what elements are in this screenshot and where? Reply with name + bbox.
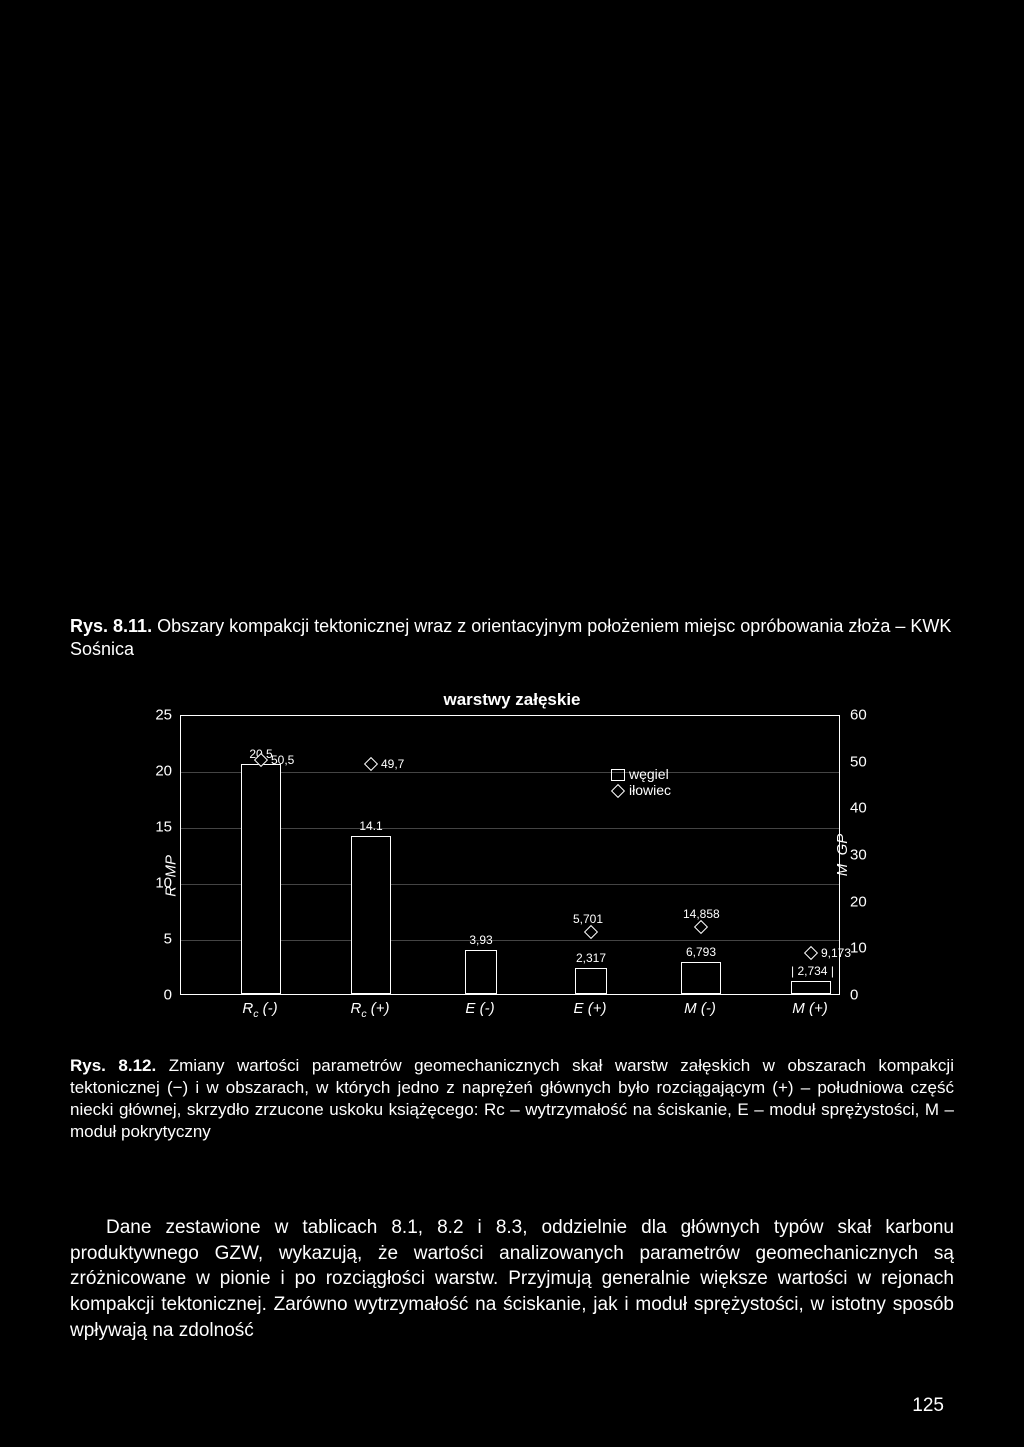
bar-value-label: 6,793 [681, 945, 721, 959]
y-tick-left: 20 [142, 763, 172, 780]
chart-title: warstwy załęskie [120, 690, 904, 710]
legend-item: węgiel [611, 766, 671, 782]
x-tick-label: E (+) [574, 1000, 607, 1017]
caption-label: Rys. 8.12. [70, 1056, 156, 1075]
y-tick-left: 0 [142, 987, 172, 1004]
page-number: 125 [912, 1395, 944, 1417]
bar [241, 764, 281, 994]
legend-item: iłowiec [611, 782, 671, 798]
y-axis-right-label: M GP [834, 834, 851, 877]
bar-value-label: 3,93 [461, 933, 501, 947]
figure-caption-8-11: Rys. 8.11. Obszary kompakcji tektoniczne… [70, 615, 954, 662]
y-tick-left: 10 [142, 875, 172, 892]
chart-plot-area: R MP M GP 20,514.13,932,3176,793| 2,734 … [180, 715, 840, 995]
diamond-value-label: 50,5 [271, 753, 294, 767]
square-icon [611, 769, 625, 781]
diamond-value-label: 14,858 [683, 907, 720, 921]
bar-value-label: 2,317 [571, 951, 611, 965]
y-tick-right: 0 [850, 987, 880, 1004]
legend-label: iłowiec [629, 782, 671, 798]
caption-label: Rys. 8.11. [70, 616, 152, 636]
y-tick-right: 50 [850, 753, 880, 770]
diamond-value-label: 9,173 [821, 946, 851, 960]
diamond-marker [584, 925, 598, 939]
y-tick-left: 15 [142, 819, 172, 836]
bar [791, 981, 831, 994]
y-tick-left: 5 [142, 931, 172, 948]
y-tick-right: 10 [850, 940, 880, 957]
bar-value-label: | 2,734 | [791, 964, 831, 978]
diamond-marker [804, 946, 818, 960]
page: Rys. 8.11. Obszary kompakcji tektoniczne… [0, 0, 1024, 1447]
y-tick-right: 20 [850, 893, 880, 910]
bar [351, 836, 391, 994]
x-tick-label: Rc (+) [350, 1000, 389, 1020]
chart-8-12: warstwy załęskie R MP M GP 20,514.13,932… [120, 690, 904, 1030]
bar [465, 950, 497, 994]
caption-text: Obszary kompakcji tektonicznej wraz z or… [70, 616, 951, 659]
y-tick-right: 30 [850, 847, 880, 864]
caption-text: Zmiany wartości parametrów geomechaniczn… [70, 1056, 954, 1141]
bar-value-label: 14.1 [351, 819, 391, 833]
bar [575, 968, 607, 994]
y-tick-right: 40 [850, 800, 880, 817]
diamond-value-label: 5,701 [573, 912, 603, 926]
y-tick-left: 25 [142, 707, 172, 724]
legend-label: węgiel [629, 766, 669, 782]
chart-legend: węgieliłowiec [611, 766, 671, 798]
x-tick-label: Rc (-) [242, 1000, 277, 1020]
diamond-marker [364, 757, 378, 771]
diamond-marker [694, 920, 708, 934]
body-paragraph: Dane zestawione w tablicach 8.1, 8.2 i 8… [70, 1215, 954, 1343]
y-tick-right: 60 [850, 707, 880, 724]
figure-caption-8-12: Rys. 8.12. Zmiany wartości parametrów ge… [70, 1055, 954, 1143]
diamond-value-label: 49,7 [381, 757, 404, 771]
diamond-icon [611, 784, 625, 798]
x-tick-label: M (-) [684, 1000, 716, 1017]
bar [681, 962, 721, 994]
x-tick-label: E (-) [465, 1000, 494, 1017]
x-tick-label: M (+) [792, 1000, 827, 1017]
